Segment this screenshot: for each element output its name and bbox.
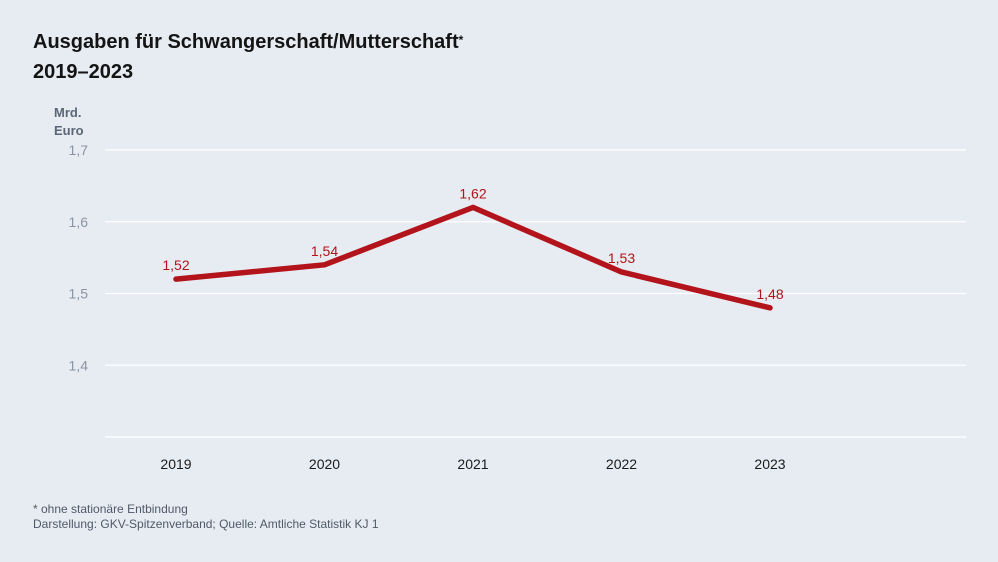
y-axis-unit-label: Mrd. Euro (54, 104, 84, 140)
title-text: Ausgaben für Schwangerschaft/Mutterschaf… (33, 31, 459, 53)
y-tick-label: 1,5 (69, 286, 89, 302)
footnote: * ohne stationäre Entbindung Darstellung… (33, 502, 379, 532)
y-tick-label: 1,6 (69, 214, 89, 230)
x-tick-label: 2021 (457, 456, 488, 472)
chart-title-line1: Ausgaben für Schwangerschaft/Mutterschaf… (33, 27, 463, 57)
data-label: 1,53 (608, 250, 635, 266)
y-unit-line2: Euro (54, 123, 84, 138)
footnote-source: Darstellung: GKV-Spitzenverband; Quelle:… (33, 517, 379, 531)
y-tick-label: 1,7 (69, 142, 89, 158)
footnote-note: * ohne stationäre Entbindung (33, 502, 188, 516)
y-unit-line1: Mrd. (54, 105, 82, 120)
data-label: 1,48 (756, 286, 783, 302)
chart-title-line2: 2019–2023 (33, 61, 134, 83)
y-tick-label: 1,4 (69, 357, 89, 373)
x-tick-label: 2023 (754, 456, 785, 472)
x-tick-label: 2019 (160, 456, 191, 472)
data-label: 1,54 (311, 243, 338, 259)
x-tick-label: 2020 (309, 456, 340, 472)
title-footnote-marker: * (458, 33, 464, 47)
data-label: 1,52 (162, 257, 189, 273)
chart-title: Ausgaben für Schwangerschaft/Mutterschaf… (33, 27, 463, 87)
data-label: 1,62 (459, 185, 486, 201)
series-line (173, 204, 773, 311)
x-tick-label: 2022 (606, 456, 637, 472)
